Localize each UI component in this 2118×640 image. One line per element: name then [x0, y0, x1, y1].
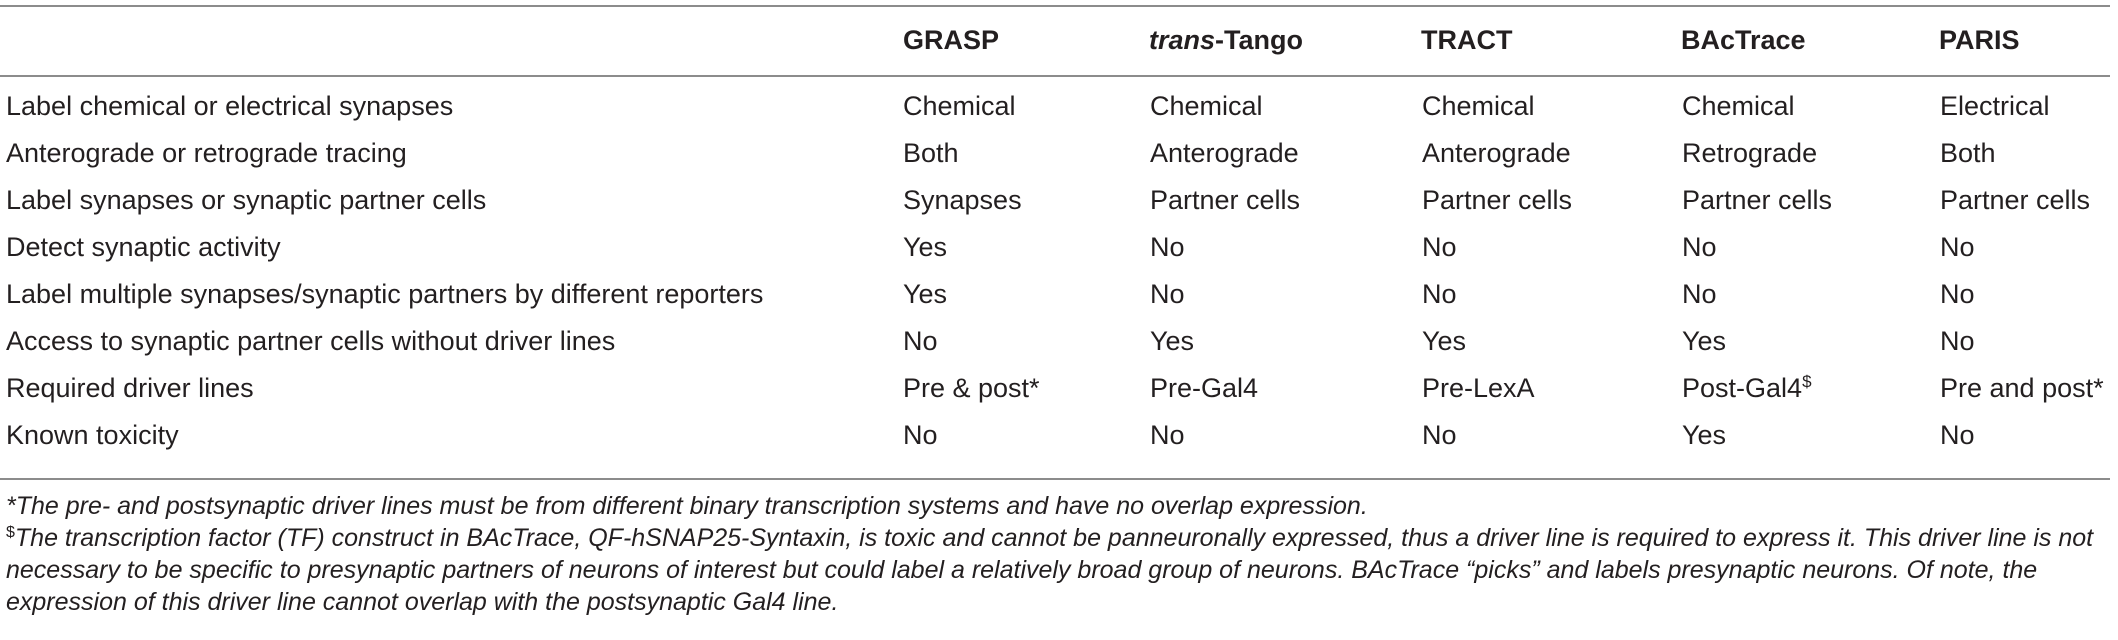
footnote-dollar-text: The transcription factor (TF) construct …	[6, 524, 2094, 616]
header-row: GRASP trans-Tango TRACT BAcTrace PARIS	[0, 5, 2110, 75]
col-header-trans-tango: trans-Tango	[1149, 24, 1304, 55]
cell-grasp: Synapses	[903, 185, 1022, 215]
cell-grasp: Yes	[903, 232, 948, 262]
cell-bactrace-text: Post-Gal4	[1682, 373, 1803, 403]
comparison-table: GRASP trans-Tango TRACT BAcTrace PARIS L…	[0, 5, 2110, 459]
cell-paris: No	[1940, 420, 1975, 450]
footnote-star: *The pre- and postsynaptic driver lines …	[6, 492, 1368, 520]
table-row: Label multiple synapses/synaptic partner…	[0, 271, 2110, 318]
table-row: Known toxicity No No No Yes No	[0, 412, 2110, 459]
cell-grasp: Yes	[903, 279, 948, 309]
footnote-dollar-mark: $	[6, 524, 15, 541]
table-bottom-rule	[0, 478, 2110, 480]
cell-bactrace: Chemical	[1682, 91, 1795, 121]
cell-grasp: No	[903, 326, 938, 356]
col-header-paris: PARIS	[1939, 24, 2020, 55]
cell-tract: Yes	[1422, 326, 1467, 356]
cell-paris: Electrical	[1940, 91, 2050, 121]
cell-trans-tango: Chemical	[1150, 91, 1263, 121]
table-row: Label chemical or electrical synapses Ch…	[0, 75, 2110, 130]
row-label: Label synapses or synaptic partner cells	[6, 185, 487, 215]
cell-bactrace: No	[1682, 279, 1717, 309]
row-label: Anterograde or retrograde tracing	[6, 138, 407, 168]
col-header-bactrace: BAcTrace	[1681, 24, 1806, 55]
footnote-dollar: $The transcription factor (TF) construct…	[6, 522, 2112, 618]
table-footnotes: *The pre- and postsynaptic driver lines …	[6, 490, 2112, 618]
cell-bactrace: Yes	[1682, 420, 1727, 450]
table-row: Detect synaptic activity Yes No No No No	[0, 224, 2110, 271]
cell-tract: No	[1422, 420, 1457, 450]
cell-tract: No	[1422, 279, 1457, 309]
cell-bactrace: Yes	[1682, 326, 1727, 356]
cell-paris: Both	[1940, 138, 1996, 168]
row-label: Label chemical or electrical synapses	[6, 91, 454, 121]
cell-tract: Pre-LexA	[1422, 373, 1535, 403]
cell-tract: No	[1422, 232, 1457, 262]
cell-paris: Partner cells	[1940, 185, 2091, 215]
cell-paris: No	[1940, 232, 1975, 262]
table-row: Anterograde or retrograde tracing Both A…	[0, 130, 2110, 177]
row-label: Detect synaptic activity	[6, 232, 281, 262]
row-label: Label multiple synapses/synaptic partner…	[6, 279, 764, 309]
col-header-grasp: GRASP	[903, 24, 1000, 55]
table-row: Access to synaptic partner cells without…	[0, 318, 2110, 365]
footnote-mark-dollar: $	[1802, 372, 1812, 391]
cell-paris: Pre and post*	[1940, 373, 2104, 403]
col-header-tract: TRACT	[1421, 24, 1513, 55]
table-header-rule	[0, 75, 2110, 77]
cell-trans-tango: Partner cells	[1150, 185, 1301, 215]
table-top-rule	[0, 5, 2110, 7]
table-row: Label synapses or synaptic partner cells…	[0, 177, 2110, 224]
cell-grasp: Chemical	[903, 91, 1016, 121]
cell-trans-tango: No	[1150, 279, 1185, 309]
cell-trans-tango: No	[1150, 232, 1185, 262]
cell-bactrace: Retrograde	[1682, 138, 1818, 168]
cell-paris: No	[1940, 326, 1975, 356]
cell-bactrace: Partner cells	[1682, 185, 1833, 215]
table-row: Required driver lines Pre & post* Pre-Ga…	[0, 365, 2110, 412]
cell-trans-tango: Anterograde	[1150, 138, 1299, 168]
header-empty-cell	[0, 5, 902, 75]
cell-trans-tango: Pre-Gal4	[1150, 373, 1259, 403]
cell-grasp: Pre & post*	[903, 373, 1040, 403]
cell-tract: Partner cells	[1422, 185, 1573, 215]
cell-paris: No	[1940, 279, 1975, 309]
cell-grasp: No	[903, 420, 938, 450]
row-label: Required driver lines	[6, 373, 254, 403]
row-label: Access to synaptic partner cells without…	[6, 326, 616, 356]
cell-tract: Anterograde	[1422, 138, 1571, 168]
cell-trans-tango: No	[1150, 420, 1185, 450]
cell-trans-tango: Yes	[1150, 326, 1195, 356]
row-label: Known toxicity	[6, 420, 179, 450]
cell-tract: Chemical	[1422, 91, 1535, 121]
cell-bactrace: Post-Gal4$	[1681, 365, 1939, 412]
cell-bactrace: No	[1682, 232, 1717, 262]
cell-grasp: Both	[903, 138, 959, 168]
